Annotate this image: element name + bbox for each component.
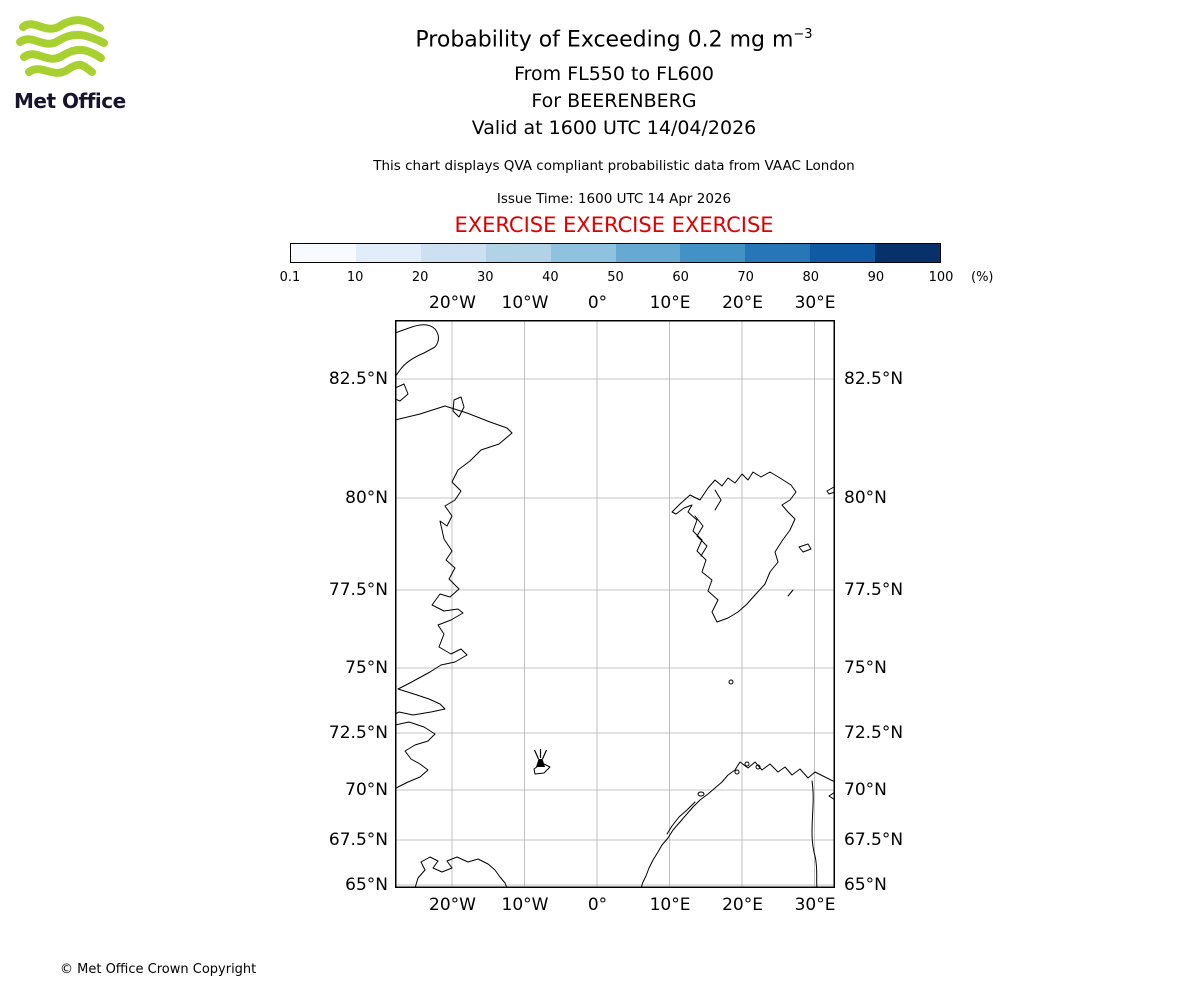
lat-label-left: 75°N (345, 658, 388, 678)
colorbar-tick-label: 30 (477, 270, 494, 285)
norway-island-3 (755, 764, 761, 770)
colorbar-tick-label: 60 (672, 270, 689, 285)
svalbard-fjord-2 (714, 489, 722, 511)
colorbar-tick-label: 70 (737, 270, 754, 285)
lat-label-right: 65°N (844, 875, 887, 895)
coastlines (394, 324, 836, 889)
lon-label-bottom: 20°W (429, 895, 476, 915)
lon-label-top: 20°E (722, 293, 763, 313)
colorbar (290, 243, 941, 263)
valid-time-line: Valid at 1600 UTC 14/04/2026 (471, 117, 757, 139)
coastline-svalbard (671, 471, 797, 623)
colorbar-segment (615, 244, 681, 262)
norway-island-2 (744, 761, 750, 767)
lat-label-right: 67.5°N (844, 830, 904, 850)
colorbar-segment (550, 244, 616, 262)
colorbar-tick-label: 10 (346, 270, 364, 285)
lat-label-left: 80°N (345, 488, 388, 508)
map-border (395, 320, 835, 888)
lon-label-top: 20°W (429, 293, 476, 313)
lat-label-right: 80°N (844, 488, 887, 508)
lon-label-top: 10°W (501, 293, 549, 313)
island-bear-island (728, 679, 734, 685)
met-office-logo: Met Office (14, 16, 144, 113)
colorbar-tick-label: 100 (928, 270, 954, 285)
chart-description: This chart displays QVA compliant probab… (373, 158, 855, 174)
colorbar-segment (745, 244, 811, 262)
lon-label-bottom: 0° (587, 895, 608, 915)
lat-label-left: 67.5°N (328, 830, 388, 850)
colorbar-segment (875, 244, 941, 262)
lat-label-right: 82.5°N (844, 369, 904, 389)
coastline-greenland-inlet (394, 383, 409, 402)
colorbar-tick-label: 90 (867, 270, 885, 285)
volcano-name-line: For BEERENBERG (531, 90, 697, 112)
lat-label-right: 75°N (844, 658, 887, 678)
colorbar-tick-label: 80 (802, 270, 820, 285)
exercise-banner: EXERCISE EXERCISE EXERCISE (454, 213, 774, 237)
lon-label-top: 0° (587, 293, 608, 313)
colorbar-segment (680, 244, 746, 262)
svalbard-fjord-1 (694, 515, 708, 557)
met-office-logo-text: Met Office (14, 89, 126, 113)
met-office-waves-icon (16, 16, 108, 77)
volcano-eruption-icon (533, 749, 548, 767)
lofoten-island-chain (666, 801, 696, 835)
colorbar-segment (420, 244, 486, 262)
colorbar-tick-label: 50 (607, 270, 624, 285)
island-southeast-svalbard (798, 543, 812, 553)
lat-label-right: 77.5°N (844, 580, 904, 600)
norway-edge-notch (828, 791, 836, 801)
colorbar-unit: (%) (971, 270, 994, 285)
map-canvas (394, 320, 836, 889)
colorbar-tick-label: 0.1 (279, 270, 301, 285)
island-greenland-offshore (452, 396, 465, 418)
colorbar-segment (355, 244, 421, 262)
colorbar-segment (485, 244, 551, 262)
lat-label-right: 72.5°N (844, 723, 904, 743)
chart-title: Probability of Exceeding 0.2 mg m−3 (415, 27, 812, 52)
lon-label-bottom: 20°E (722, 895, 763, 915)
colorbar-tick-label: 40 (542, 270, 559, 285)
lon-label-bottom: 10°E (649, 895, 691, 915)
coastline-greenland-southeast (394, 721, 436, 790)
lat-label-left: 65°N (345, 875, 388, 895)
map-area (394, 320, 836, 889)
issue-time: Issue Time: 1600 UTC 14 Apr 2026 (496, 191, 732, 207)
lon-label-top: 10°E (649, 293, 691, 313)
coastline-greenland-east (394, 405, 513, 716)
norway-island-4 (734, 769, 740, 775)
lat-label-left: 82.5°N (328, 369, 388, 389)
norway-inland-line (811, 780, 818, 889)
norway-island-1 (697, 791, 705, 797)
lat-label-left: 72.5°N (328, 723, 388, 743)
copyright: © Met Office Crown Copyright (60, 962, 257, 977)
lat-label-left: 70°N (345, 780, 388, 800)
grid-lines (395, 320, 835, 888)
island-hopen (787, 589, 794, 597)
coastline-iceland (414, 856, 508, 889)
colorbar-segment (810, 244, 876, 262)
chart-title-exponent: −3 (793, 27, 813, 42)
lat-label-left: 77.5°N (328, 580, 388, 600)
lon-label-bottom: 10°W (501, 895, 549, 915)
colorbar-tick-label: 20 (411, 270, 429, 285)
coastline-norway (640, 761, 836, 889)
colorbar-segment (291, 244, 356, 262)
flight-level-line: From FL550 to FL600 (514, 63, 714, 85)
lon-label-bottom: 30°E (794, 895, 836, 915)
chart-title-text: Probability of Exceeding 0.2 mg m (415, 27, 794, 53)
lon-label-top: 30°E (794, 293, 836, 313)
coastline-greenland-north (394, 324, 439, 378)
lat-label-right: 70°N (844, 780, 887, 800)
